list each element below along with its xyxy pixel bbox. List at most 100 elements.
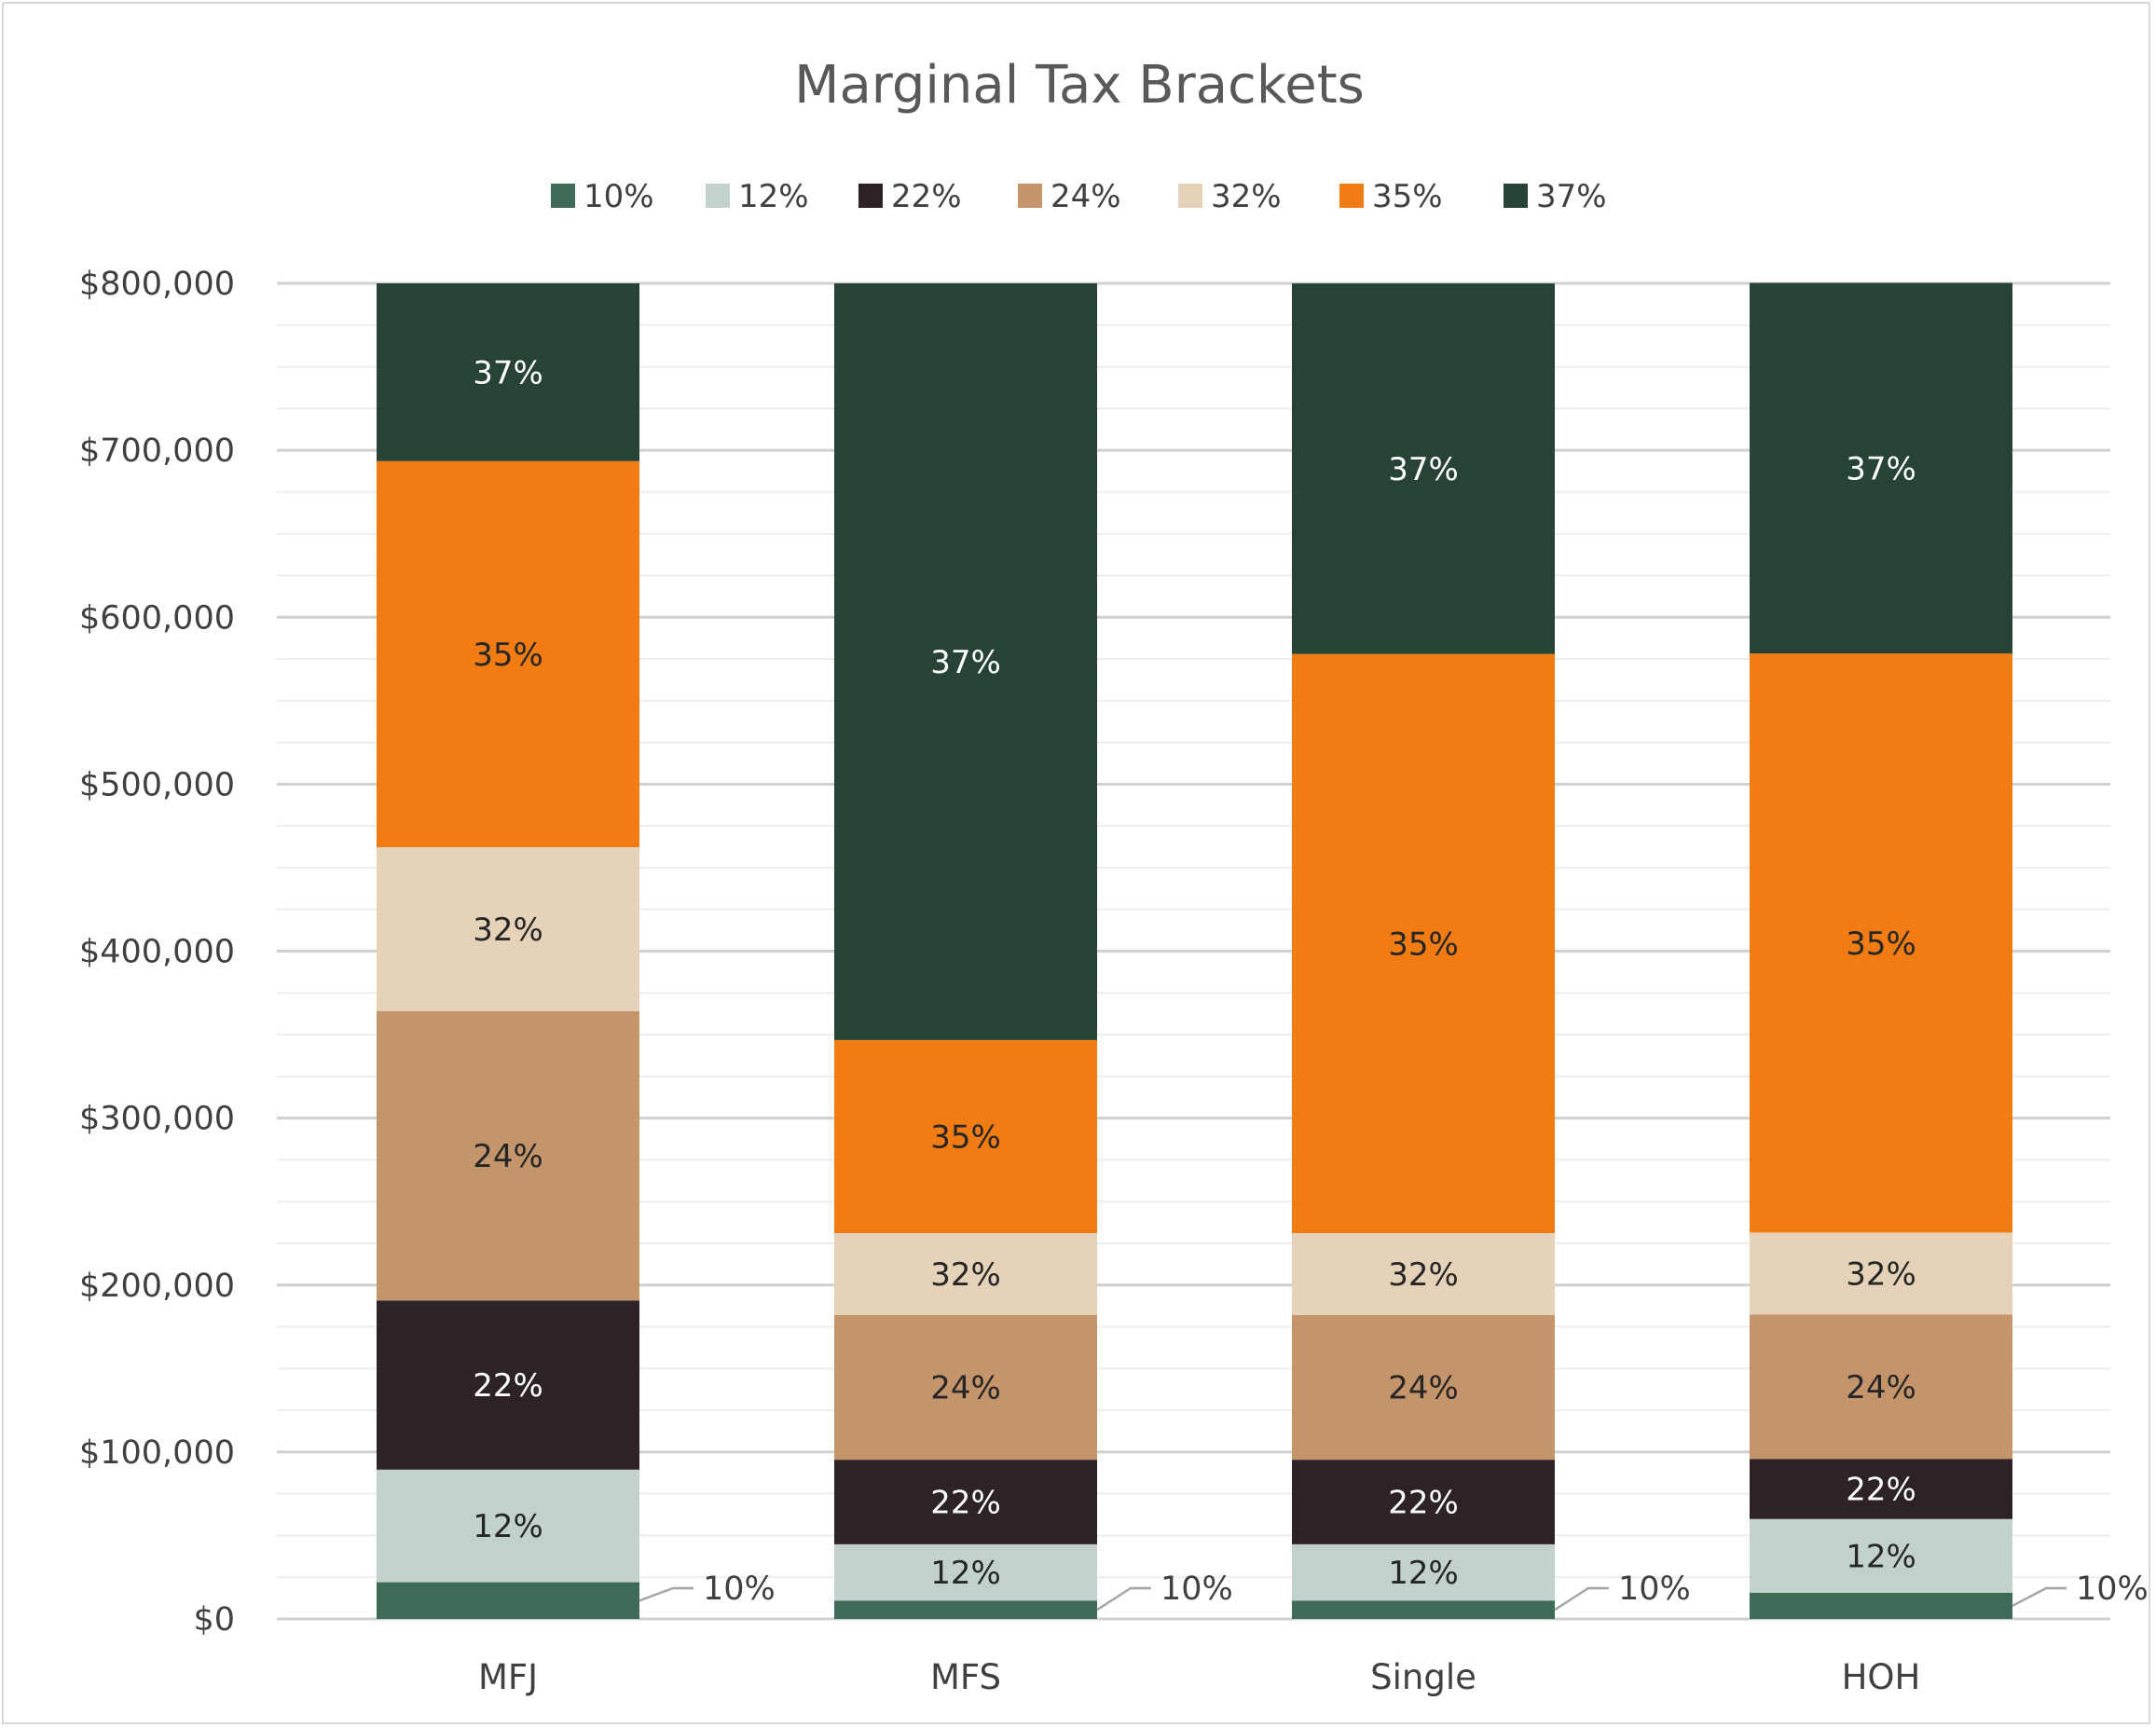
legend-label: 24% xyxy=(1051,178,1121,215)
y-tick-label: $300,000 xyxy=(79,1101,235,1138)
y-tick-label: $0 xyxy=(193,1601,235,1639)
bar-stack-mfj: 12% 22% 24% 32% 35% 37% 10% xyxy=(377,283,776,1619)
legend-swatch xyxy=(1178,184,1202,208)
segment-label: 32% xyxy=(930,1256,1001,1294)
bar-segment xyxy=(834,1543,1097,1601)
segment-label: 37% xyxy=(930,644,1001,681)
bar-stack-mfs: 12% 22% 24% 32% 35% 37% 10% xyxy=(834,283,1233,1619)
bar-segment xyxy=(1750,1518,2012,1593)
bar-segment xyxy=(1750,1592,2012,1619)
y-tick-label: $800,000 xyxy=(79,266,235,303)
bar-segment xyxy=(834,283,1097,1040)
bar-segment xyxy=(834,1460,1097,1544)
segment-label: 24% xyxy=(930,1370,1001,1407)
y-tick-label: $500,000 xyxy=(79,766,235,803)
bar-segment xyxy=(1750,282,2012,654)
legend-swatch xyxy=(1339,184,1364,208)
segment-label: 12% xyxy=(1846,1538,1916,1575)
legend-item: 37% xyxy=(1504,178,1607,215)
callout-leader-line xyxy=(1096,1586,1151,1611)
segment-label: 12% xyxy=(1388,1555,1459,1592)
y-tick-label: $400,000 xyxy=(79,934,235,971)
bar-segment xyxy=(1292,283,1555,654)
segment-label: 22% xyxy=(1388,1485,1459,1522)
bar-segment xyxy=(1292,1600,1555,1619)
segment-label: 22% xyxy=(473,1367,543,1405)
bar-segment xyxy=(1750,1232,2012,1315)
bar-segment xyxy=(1292,1460,1555,1544)
legend-label: 12% xyxy=(738,178,809,215)
y-tick-label: $200,000 xyxy=(79,1268,235,1305)
bar-segment xyxy=(1292,653,1555,1233)
legend-label: 37% xyxy=(1536,178,1607,215)
x-category-label: MFJ xyxy=(478,1657,538,1697)
legend-label: 10% xyxy=(584,178,654,215)
legend-item: 24% xyxy=(1018,178,1121,215)
legend-label: 35% xyxy=(1372,178,1443,215)
chart-title: Marginal Tax Brackets xyxy=(794,55,1365,116)
bar-stack-single: 12% 22% 24% 32% 35% 37% 10% xyxy=(1292,283,1691,1619)
legend-swatch xyxy=(706,184,730,208)
segment-label: 37% xyxy=(473,354,543,391)
bar-segment xyxy=(377,846,639,1011)
segment-label: 12% xyxy=(930,1555,1001,1592)
bar-segment xyxy=(377,1300,639,1470)
bar-segment xyxy=(1750,1314,2012,1460)
bar-segment xyxy=(834,1232,1097,1315)
segment-label: 35% xyxy=(1388,926,1459,963)
segment-label: 12% xyxy=(473,1508,543,1545)
bar-segment xyxy=(377,1582,639,1619)
bar-segment xyxy=(1292,1314,1555,1461)
callout-label: 10% xyxy=(703,1570,776,1608)
legend-swatch xyxy=(1504,184,1528,208)
segment-label: 24% xyxy=(1388,1370,1459,1407)
legend-swatch xyxy=(551,184,575,208)
x-category-label: HOH xyxy=(1842,1657,1921,1697)
legend-item: 10% xyxy=(551,178,654,215)
bar-segment xyxy=(834,1314,1097,1461)
bar-segment xyxy=(377,1469,639,1583)
segment-label: 37% xyxy=(1388,451,1459,488)
callout-label: 10% xyxy=(1160,1570,1233,1608)
legend-swatch xyxy=(1018,184,1042,208)
y-axis: $0 $100,000 $200,000 $300,000 $400,000 $500,0… xyxy=(79,266,235,1639)
legend-item: 12% xyxy=(706,178,809,215)
legend: 10% 12% 22% 24% 32% 35% 37% xyxy=(551,178,1607,215)
segment-label: 35% xyxy=(473,637,543,674)
legend-item: 22% xyxy=(858,178,962,215)
segment-label: 32% xyxy=(1388,1256,1459,1294)
legend-item: 32% xyxy=(1178,178,1282,215)
segment-label: 37% xyxy=(1846,450,1916,487)
legend-label: 32% xyxy=(1211,178,1282,215)
callout-leader-line xyxy=(1554,1586,1609,1611)
segment-label: 35% xyxy=(930,1118,1001,1156)
callout-label: 10% xyxy=(1618,1570,1691,1608)
bar-segment xyxy=(377,1010,639,1301)
segment-label: 32% xyxy=(473,912,543,949)
bar-segment xyxy=(1292,1232,1555,1315)
stacked-bar-chart: Marginal Tax Brackets 10% 12% 22% 24% 32% 35%… xyxy=(79,55,2149,1697)
bar-segment xyxy=(1750,653,2012,1233)
legend-swatch xyxy=(858,184,883,208)
y-tick-label: $700,000 xyxy=(79,432,235,470)
y-tick-label: $100,000 xyxy=(79,1434,235,1472)
x-category-label: MFS xyxy=(930,1657,1001,1697)
legend-item: 35% xyxy=(1339,178,1443,215)
callout-label: 10% xyxy=(2076,1570,2149,1608)
bar-segment xyxy=(834,1039,1097,1233)
bar-segment xyxy=(377,283,639,461)
callout-leader-line xyxy=(2012,1586,2067,1608)
segment-label: 24% xyxy=(473,1138,543,1175)
legend-label: 22% xyxy=(891,178,962,215)
bar-segment xyxy=(834,1600,1097,1619)
bar-segment xyxy=(1750,1459,2012,1519)
x-axis: MFJ MFS Single HOH xyxy=(478,1657,1920,1697)
bar-segment xyxy=(1292,1543,1555,1601)
segment-label: 32% xyxy=(1846,1255,1916,1293)
y-tick-label: $600,000 xyxy=(79,599,235,637)
callout-leader-line xyxy=(639,1586,693,1602)
segment-label: 24% xyxy=(1846,1369,1916,1406)
bars: 12%22%24%32%35%37%10% 12%22%24%32%35%37%1… xyxy=(377,282,2149,1619)
x-category-label: Single xyxy=(1370,1657,1476,1697)
